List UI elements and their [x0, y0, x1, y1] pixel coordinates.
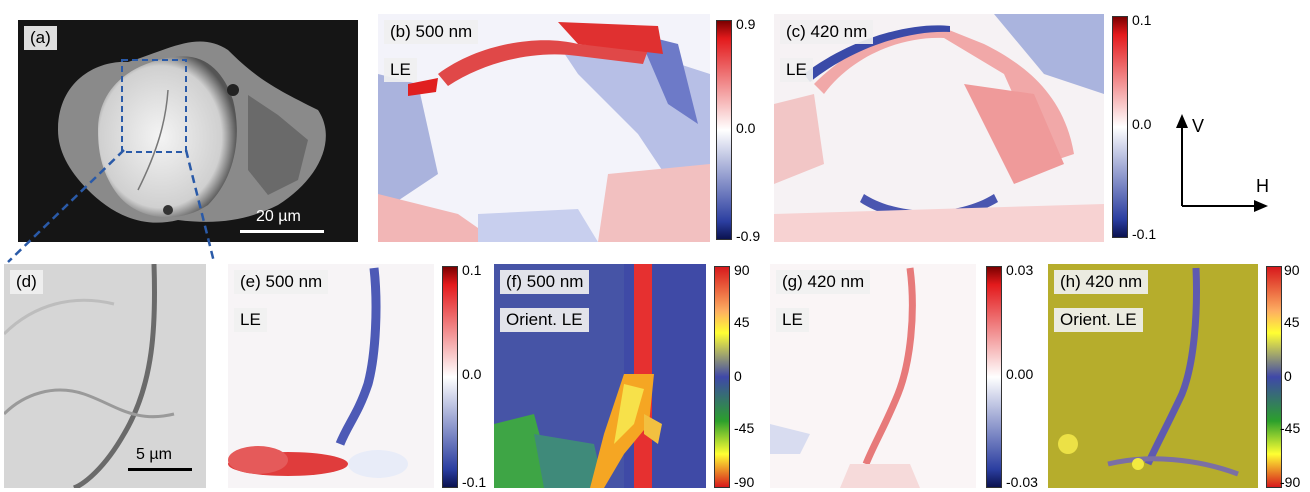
colorbar-f	[714, 266, 730, 488]
panel-sublabel: LE	[780, 58, 813, 82]
colorbar-tick-90: 90	[1284, 262, 1300, 278]
panel-c-le-map: (c) 420 nm LE	[774, 14, 1104, 242]
colorbar-tick-neg90: -90	[734, 474, 755, 490]
panel-f-orientation-map: (f) 500 nm Orient. LE	[494, 264, 706, 488]
panel-label: (d)	[10, 270, 43, 294]
orientation-axes	[1176, 114, 1268, 212]
panel-label: (b) 500 nm	[384, 20, 479, 44]
colorbar-b	[716, 20, 732, 240]
le-map-image	[774, 14, 1104, 242]
colorbar-tick-max: 0.1	[462, 262, 482, 278]
colorbar-tick-neg45: -45	[734, 420, 755, 436]
panel-sublabel: Orient. LE	[1054, 308, 1143, 332]
panel-sublabel: LE	[776, 308, 809, 332]
scale-bar-text: 20 µm	[256, 208, 301, 225]
colorbar-tick-neg45: -45	[1280, 420, 1301, 436]
axis-label-h: H	[1256, 176, 1269, 196]
colorbar-tick-90: 90	[734, 262, 750, 278]
panel-sublabel: LE	[384, 58, 417, 82]
orientation-map-image	[1048, 264, 1258, 488]
panel-sublabel: LE	[234, 308, 267, 332]
colorbar-tick-neg90: -90	[1280, 474, 1301, 490]
colorbar-c	[1112, 16, 1128, 238]
axis-label-v: V	[1192, 116, 1205, 136]
zoom-micrograph-image	[4, 264, 206, 488]
panel-e-le-map: (e) 500 nm LE	[228, 264, 434, 488]
panel-label: (f) 500 nm	[500, 270, 590, 294]
panel-label: (a)	[24, 26, 57, 50]
colorbar-tick-max: 0.9	[736, 16, 756, 32]
colorbar-tick-45: 45	[734, 314, 750, 330]
scale-bar	[240, 230, 324, 233]
scale-bar	[128, 468, 192, 471]
colorbar-e	[442, 266, 458, 488]
colorbar-tick-mid: 0.00	[1006, 366, 1034, 382]
colorbar-tick-max: 0.03	[1006, 262, 1034, 278]
le-map-image	[770, 264, 976, 488]
panel-sublabel: Orient. LE	[500, 308, 589, 332]
colorbar-tick-mid: 0.0	[462, 366, 482, 382]
panel-label: (e) 500 nm	[234, 270, 329, 294]
panel-label: (h) 420 nm	[1054, 270, 1149, 294]
panel-d-zoom-micrograph: (d) 5 µm	[4, 264, 206, 488]
panel-h-orientation-map: (h) 420 nm Orient. LE	[1048, 264, 1258, 488]
micrograph-image	[18, 20, 358, 242]
zoom-region-box	[121, 59, 187, 153]
panel-label: (c) 420 nm	[780, 20, 874, 44]
panel-a-micrograph: (a) 20 µm	[18, 20, 358, 242]
colorbar-tick-0: 0	[734, 368, 742, 384]
colorbar-tick-0: 0	[1284, 368, 1292, 384]
colorbar-tick-45: 45	[1284, 314, 1300, 330]
colorbar-tick-max: 0.1	[1132, 12, 1152, 28]
colorbar-tick-min: -0.1	[462, 474, 487, 490]
colorbar-tick-min: -0.03	[1006, 474, 1038, 490]
panel-label: (g) 420 nm	[776, 270, 871, 294]
colorbar-h	[1266, 266, 1282, 488]
panel-b-le-map: (b) 500 nm LE	[378, 14, 710, 242]
orientation-map-image	[494, 264, 706, 488]
scale-bar-text: 5 µm	[136, 446, 172, 463]
le-map-image	[228, 264, 434, 488]
colorbar-tick-mid: 0.0	[736, 120, 756, 136]
colorbar-tick-min: -0.9	[736, 228, 761, 244]
colorbar-g	[986, 266, 1002, 488]
panel-g-le-map: (g) 420 nm LE	[770, 264, 976, 488]
colorbar-tick-min: -0.1	[1132, 226, 1157, 242]
colorbar-tick-mid: 0.0	[1132, 116, 1152, 132]
le-map-image	[378, 14, 710, 242]
